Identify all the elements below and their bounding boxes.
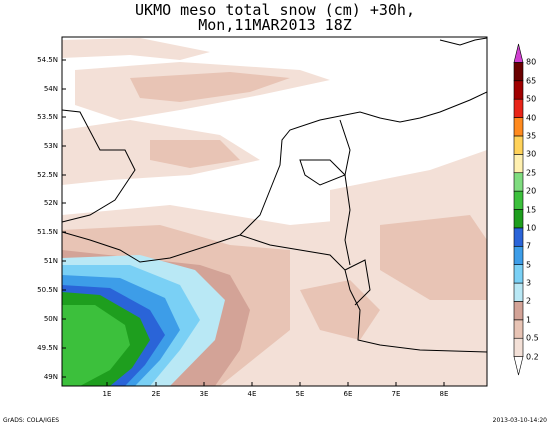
colorbar-swatch [513,98,524,118]
colorbar-swatch [513,135,524,155]
lon-label: 6E [343,390,353,398]
colorbar-label: 25 [526,168,537,178]
lat-label: 52N [43,199,58,207]
title-line-1: UKMO meso total snow (cm) +30h, [135,1,415,19]
lon-label: 3E [199,390,209,398]
lat-label: 50.5N [37,286,58,294]
coastlines [62,37,487,353]
colorbar-label: 1 [526,315,532,325]
lat-label: 54.5N [37,56,58,64]
lon-label: 5E [295,390,305,398]
lon-label: 4E [247,390,257,398]
lat-label: 53.5N [37,113,58,121]
colorbar-label: 3 [526,278,532,288]
footer-timestamp: 2013-03-10-14:20 [492,417,547,424]
axis-ticks [62,59,445,386]
colorbar-swatch [513,301,524,321]
lat-label: 50N [43,315,58,323]
colorbar-swatch [513,337,524,357]
colorbar-label: 30 [526,149,537,159]
colorbar-label: 65 [526,76,537,86]
colorbar-label: 15 [526,205,537,214]
colorbar-swatch [513,264,524,284]
lon-label: 1E [102,390,112,398]
colorbar-label: 50 [526,94,537,104]
colorbar-swatch [513,190,524,210]
colorbar-label: 10 [526,223,537,233]
colorbar-swatch [513,62,524,82]
colorbar-swatch [513,80,524,100]
colorbar-label: 5 [526,260,532,270]
colorbar-swatch [513,154,524,174]
colorbar-swatch [513,117,524,137]
colorbar-swatch [513,282,524,302]
lat-label: 49.5N [37,344,58,352]
lon-label: 7E [391,390,401,398]
lat-label: 54N [43,85,58,93]
colorbar-label: 35 [526,131,537,141]
lat-label: 51.5N [37,228,58,236]
lon-label: 8E [439,390,449,398]
colorbar-swatch [513,356,524,376]
footer-credit: GrADS: COLA/IGES [3,417,60,424]
colorbar-label: 20 [526,186,537,196]
colorbar-label: 2 [526,296,532,306]
colorbar-swatch [513,43,524,63]
colorbar-label: 0.5 [526,333,539,343]
colorbar-swatch [513,319,524,339]
colorbar [513,43,524,376]
lat-label: 53N [43,142,58,150]
lon-label: 2E [151,390,161,398]
title-line-2: Mon,11MAR2013 18Z [198,16,352,34]
colorbar-swatch [513,209,524,229]
colorbar-swatch [513,227,524,247]
colorbar-label: 40 [526,113,537,123]
map-frame [61,36,488,387]
colorbar-label: 7 [526,241,532,251]
lat-label: 52.5N [37,171,58,179]
colorbar-swatch [513,245,524,265]
colorbar-label: 0.2 [526,352,539,362]
colorbar-label: 80 [526,57,537,67]
lat-label: 51N [43,257,58,265]
snow-field [62,37,487,386]
lat-label: 49N [43,373,58,381]
colorbar-swatch [513,172,524,192]
